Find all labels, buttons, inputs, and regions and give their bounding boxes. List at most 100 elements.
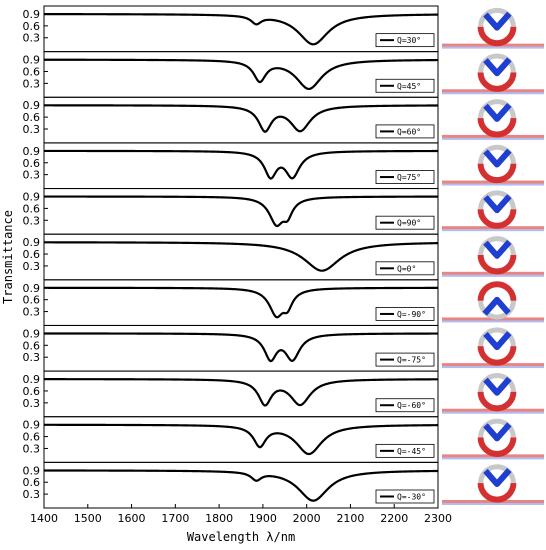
field-lobe-red [477, 209, 517, 229]
y-tick-label: 0.9 [23, 282, 41, 295]
field-map-8 [442, 327, 544, 369]
panel-10: 0.30.60.9 Q=-45° [23, 416, 439, 463]
series-line [44, 332, 438, 363]
y-tick-label: 0.9 [23, 54, 41, 67]
series-line [44, 423, 438, 456]
legend: Q=60° [375, 124, 435, 139]
field-lobe-blue [483, 102, 512, 122]
y-tick-label: 0.9 [23, 236, 41, 249]
field-lobe-red [477, 163, 517, 184]
field-map-2 [442, 53, 544, 95]
waveguide-field [442, 274, 544, 277]
y-tick-label: 0.9 [23, 373, 41, 386]
x-tick-label: 1400 [30, 512, 58, 525]
legend: Q=90° [375, 215, 435, 230]
y-tick-label: 0.9 [23, 8, 41, 21]
x-tick-label: 1700 [161, 512, 189, 525]
field-lobe-red [477, 254, 517, 275]
y-tick-label: 0.3 [23, 77, 41, 90]
x-tick-label: 2000 [293, 512, 321, 525]
legend-box [375, 352, 435, 367]
x-tick-label: 1900 [249, 512, 277, 525]
field-lobe-red [477, 26, 517, 47]
y-tick-label: 0.9 [23, 191, 41, 204]
y-tick-label: 0.9 [23, 419, 41, 432]
panel-6: 0.30.60.9 Q=0° [23, 233, 439, 281]
y-tick-label: 0.6 [23, 385, 41, 398]
y-tick-label: 0.6 [23, 111, 41, 124]
series-line [44, 286, 439, 319]
y-tick-label: 0.6 [23, 476, 41, 489]
legend: Q=-45° [375, 443, 435, 458]
y-tick-label: 0.6 [23, 202, 41, 215]
y-tick-label: 0.3 [23, 306, 41, 319]
x-axis-label: Wavelength λ/nm [187, 530, 295, 544]
y-tick-label: 0.9 [23, 145, 41, 158]
legend-label: Q=-30° [397, 493, 426, 502]
waveguide-field [442, 457, 544, 460]
legend: Q=30° [375, 33, 435, 48]
series-line [43, 469, 439, 502]
legend-label: Q=0° [397, 264, 416, 273]
field-lobe-blue [483, 422, 512, 442]
legend-label: Q=90° [397, 219, 421, 228]
y-tick-label: 0.3 [23, 488, 41, 501]
legend: Q=75° [375, 170, 435, 184]
field-lobe-red [477, 437, 517, 457]
legend-box [375, 124, 435, 139]
field-lobe-red [477, 482, 517, 503]
field-lobe-blue [483, 376, 512, 396]
legend: Q=0° [375, 261, 435, 276]
legend-box [375, 78, 435, 93]
y-tick-label: 0.3 [23, 351, 41, 364]
legend-label: Q=-75° [397, 356, 426, 365]
waveguide-field [442, 320, 544, 323]
x-tick-label: 1500 [74, 512, 102, 525]
y-tick-label: 0.9 [23, 464, 41, 477]
series-line [44, 58, 438, 91]
waveguide-field [442, 411, 544, 414]
legend: Q=-90° [375, 307, 435, 321]
waveguide-field [442, 183, 544, 186]
field-lobe-red [477, 346, 517, 366]
x-axis: 1400 1500 1600 1700 1800 1900 2000 2100 2200 2300 [30, 504, 452, 525]
field-lobe-red [477, 72, 517, 92]
legend-label: Q=30° [397, 36, 421, 45]
y-tick-label: 0.6 [23, 248, 41, 261]
legend-box [375, 33, 435, 48]
y-tick-label: 0.3 [23, 123, 41, 136]
y-tick-label: 0.3 [23, 442, 41, 455]
field-lobe-blue [482, 296, 511, 316]
x-tick-label: 1800 [205, 512, 233, 525]
legend: Q=45° [375, 78, 435, 93]
panel-9: 0.30.60.9 Q=-60° [23, 370, 439, 418]
x-tick-label: 2100 [336, 512, 364, 525]
field-map-4 [442, 144, 544, 186]
field-lobe-blue [483, 11, 512, 31]
field-lobe-blue [483, 148, 512, 168]
series-line [44, 104, 438, 133]
field-lobe-red [477, 281, 517, 301]
y-axis-label: Transmittance [1, 210, 15, 304]
field-lobe-blue [483, 194, 512, 214]
legend: Q=-30° [375, 489, 435, 504]
waveguide-field [442, 137, 544, 140]
field-lobe-blue [483, 57, 512, 77]
field-map-6 [442, 236, 544, 277]
legend: Q=-75° [375, 352, 435, 367]
field-map-11 [442, 464, 544, 505]
y-tick-label: 0.3 [23, 169, 41, 182]
panel-8: 0.30.60.9 Q=-75° [23, 324, 439, 372]
panel-2: 0.30.60.9 Q=45° [23, 51, 439, 98]
panel-frame [43, 461, 439, 509]
legend-label: Q=45° [397, 82, 421, 91]
panel-3: 0.30.60.9 Q=60° [23, 96, 439, 144]
legend-label: Q=-60° [397, 401, 426, 410]
waveguide-field [442, 366, 544, 369]
legend-box [375, 261, 435, 276]
spectra-panels: 0.30.60.9Q=30°0.30.60.9Q=45°0.30.60.9Q=6… [23, 5, 439, 509]
waveguide-field [442, 92, 544, 95]
y-tick-label: 0.6 [23, 20, 41, 33]
field-map-10 [442, 418, 544, 460]
waveguide-field [442, 503, 544, 505]
